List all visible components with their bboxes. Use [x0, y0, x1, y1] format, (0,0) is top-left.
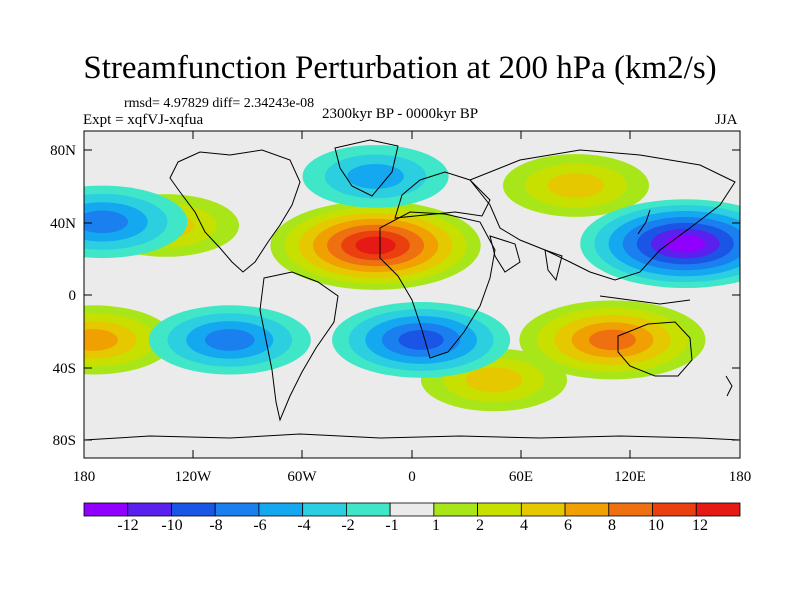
x-tick-label: 120E — [614, 469, 646, 485]
colorbar-label: 1 — [432, 517, 440, 534]
colorbar-label: -2 — [341, 517, 354, 534]
colorbar-label: -4 — [297, 517, 310, 534]
north-atlantic-low — [302, 145, 449, 208]
colorbar-swatch — [302, 502, 347, 517]
siberia-high — [502, 154, 650, 217]
south-atlantic-low — [332, 302, 511, 378]
latitude-axis: 80N 40N 0 40S 80S — [50, 143, 740, 449]
australia-high — [519, 300, 706, 380]
contour-band — [665, 234, 706, 253]
streamfunction-field — [84, 131, 740, 458]
north-pacific-low — [580, 199, 740, 289]
period-label: 2300kyr BP - 0000kyr BP — [322, 106, 479, 122]
colorbar-swatch — [477, 502, 522, 517]
y-tick-label: 40S — [53, 361, 76, 377]
experiment-label: Expt = xqfVJ-xqfua — [83, 112, 204, 128]
chart-title: Streamfunction Perturbation at 200 hPa (… — [83, 50, 717, 86]
colorbar-swatch — [127, 502, 172, 517]
colorbar-label: 4 — [520, 517, 528, 534]
x-tick-label: 0 — [408, 469, 416, 485]
eastern-pacific-equatorial-low — [84, 185, 188, 259]
colorbar-swatch — [564, 502, 610, 517]
y-tick-label: 80N — [50, 143, 76, 159]
colorbar-swatch — [171, 502, 216, 517]
longitude-axis: 180 120W 60W 0 60E 120E 180 — [73, 131, 752, 485]
x-tick-label: 180 — [729, 469, 752, 485]
contour-band — [398, 329, 444, 350]
stats-text: rmsd= 4.97829 diff= 2.34243e-08 — [124, 96, 315, 111]
y-tick-label: 80S — [53, 433, 76, 449]
colorbar-swatch — [695, 502, 741, 517]
colorbar-label: 10 — [648, 517, 664, 534]
colorbar-swatch — [258, 502, 304, 517]
contour-band — [205, 329, 255, 351]
x-tick-label: 60E — [509, 469, 533, 485]
colorbar-label: -1 — [385, 517, 398, 534]
colorbar-label: 2 — [476, 517, 484, 534]
colorbar-swatch — [608, 502, 653, 517]
x-tick-label: 180 — [73, 469, 96, 485]
south-pacific-high — [84, 305, 175, 375]
x-tick-label: 120W — [175, 469, 213, 485]
colorbar-swatch — [652, 502, 697, 517]
coastlines — [84, 139, 740, 441]
x-tick-label: 60W — [287, 469, 317, 485]
colorbar-swatch — [520, 502, 566, 517]
colorbar-label: -6 — [253, 517, 266, 534]
colorbar-label: -10 — [161, 517, 182, 534]
y-tick-label: 40N — [50, 216, 76, 232]
contour-band — [84, 329, 118, 351]
contour-band — [465, 367, 523, 393]
season-label: JJA — [715, 112, 738, 128]
colorbar-swatch — [433, 502, 479, 517]
east-pacific-low — [148, 305, 311, 375]
colorbar-label: 6 — [564, 517, 572, 534]
contour-band — [589, 329, 636, 351]
contour-band — [355, 236, 396, 255]
y-tick-label: 0 — [69, 288, 77, 304]
colorbar-label: 12 — [692, 517, 708, 534]
colorbar-swatch — [345, 502, 391, 517]
contour-band — [547, 173, 605, 198]
north-africa-high — [270, 201, 481, 290]
colorbar-labels: -12 -10 -8 -6 -4 -2 -1 1 2 4 6 8 10 12 — [117, 517, 708, 534]
contour-band — [347, 163, 404, 189]
colorbar-label: -8 — [209, 517, 222, 534]
colorbar — [83, 502, 741, 517]
colorbar-swatch — [83, 502, 129, 517]
colorbar-label: -12 — [117, 517, 138, 534]
colorbar-swatch — [214, 502, 260, 517]
colorbar-swatch — [389, 502, 435, 517]
contour-band — [84, 210, 128, 234]
colorbar-label: 8 — [608, 517, 616, 534]
